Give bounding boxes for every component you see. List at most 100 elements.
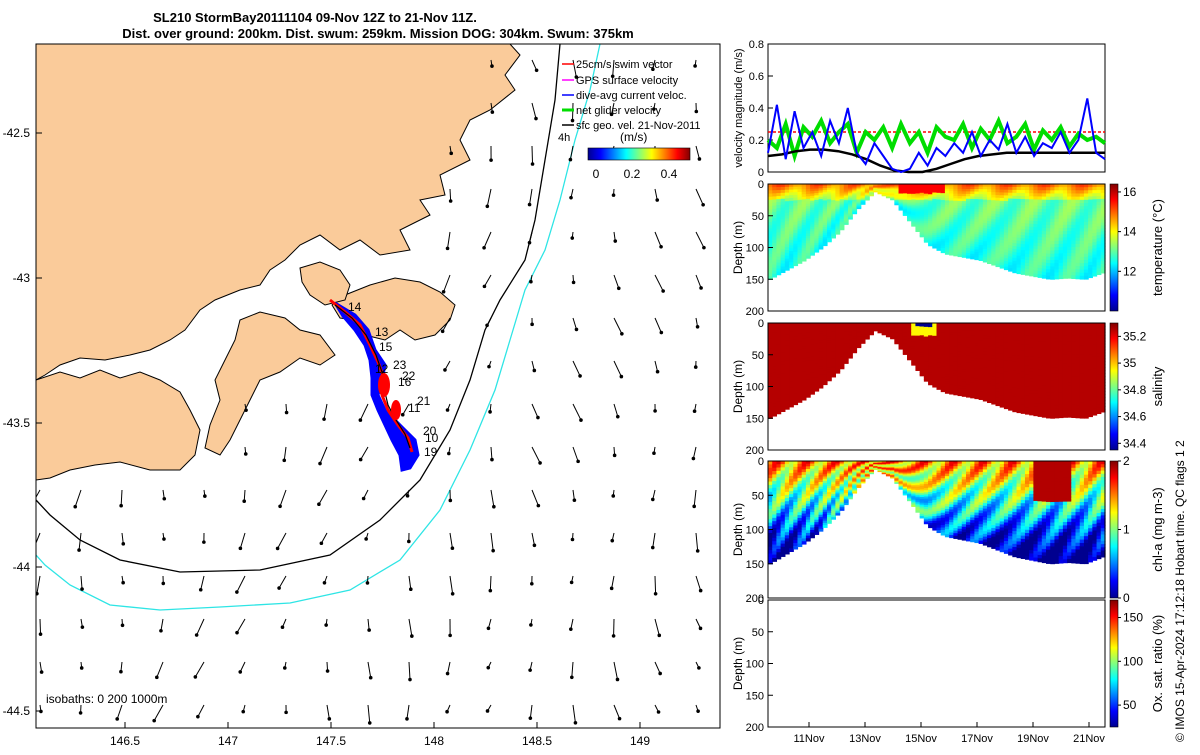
vector-arrow-head xyxy=(405,717,409,721)
section-cell xyxy=(890,199,895,200)
section-cell xyxy=(806,395,811,398)
vector-arrow-head xyxy=(77,548,81,552)
vector-arrow-head xyxy=(196,715,200,719)
vector-arrow-head xyxy=(451,546,455,550)
vector-arrow-head xyxy=(121,624,125,628)
section-cell xyxy=(903,214,908,216)
vector-arrow-head xyxy=(660,331,664,335)
section-cell xyxy=(1012,409,1017,413)
section-cell xyxy=(1042,414,1047,418)
vector-arrow-head xyxy=(278,505,282,509)
section-cell xyxy=(1033,273,1038,277)
vector-arrow-head xyxy=(531,162,535,166)
section-cell xyxy=(844,223,849,225)
section-cell xyxy=(920,235,925,237)
vector-arrow-head xyxy=(401,413,405,417)
section-cell xyxy=(899,348,904,349)
track-day-label: 16 xyxy=(398,375,412,389)
vector-arrow-head xyxy=(368,721,372,725)
vector-arrow-head xyxy=(488,410,492,414)
section-cell xyxy=(1063,275,1068,279)
vector-arrow-head xyxy=(80,587,84,591)
vector-arrow-head xyxy=(538,461,542,465)
colorbar-label: temperature (°C) xyxy=(1150,199,1165,296)
vector-arrow-head xyxy=(612,193,616,197)
section-cell xyxy=(894,204,899,205)
section-cell xyxy=(915,369,920,371)
section-cell xyxy=(962,394,967,397)
section-cell xyxy=(941,250,946,253)
section-cell xyxy=(970,256,975,259)
vector-arrow-head xyxy=(284,711,288,715)
section-cell xyxy=(806,256,811,259)
vector-arrow-head xyxy=(656,370,660,374)
vector-arrow-head xyxy=(487,365,491,369)
vector-arrow-head xyxy=(701,203,705,207)
vector-arrow-head xyxy=(443,368,447,372)
section-cell xyxy=(1067,275,1072,279)
vector-arrow xyxy=(532,146,533,164)
vector-arrow xyxy=(655,576,656,594)
vector-arrow xyxy=(40,619,41,634)
vector-arrow-head xyxy=(446,672,450,676)
vector-arrow-head xyxy=(320,541,324,545)
vector-arrow-head xyxy=(569,196,573,200)
section-cell xyxy=(945,391,950,394)
vector-arrow-head xyxy=(699,627,703,631)
section-cell xyxy=(1076,276,1081,280)
velocity-y-axis-label: velocity magnitude (m/s) xyxy=(733,48,745,167)
section-y-tick-label: 100 xyxy=(746,243,764,255)
colorbar-tick-label: 12 xyxy=(1123,264,1137,278)
vector-arrow-head xyxy=(693,64,697,68)
vector-arrow-head xyxy=(613,239,617,243)
section-cell xyxy=(852,352,857,354)
vector-arrow-head xyxy=(533,543,537,547)
section-cell xyxy=(814,250,819,253)
track-day-label: 11 xyxy=(408,401,421,415)
vector-arrow-head xyxy=(369,676,373,680)
vector-arrow-head xyxy=(283,666,287,670)
isobaths-label: isobaths: 0 200 1000m xyxy=(46,692,167,706)
vector-arrow-head xyxy=(442,290,446,294)
legend-label: GPS surface velocity xyxy=(576,75,679,87)
vector-arrow-head xyxy=(121,542,125,546)
vector-arrow-head xyxy=(162,537,166,541)
glider-position-marker xyxy=(378,373,390,397)
vector-arrow-head xyxy=(244,408,248,412)
section-cell xyxy=(1054,276,1059,280)
section-cell xyxy=(1054,415,1059,419)
section-cell xyxy=(802,258,807,261)
section-cell xyxy=(1008,268,1013,272)
velocity-y-tick-label: 0 xyxy=(758,167,764,179)
section-cell xyxy=(1038,413,1043,417)
section-colorbar xyxy=(1110,184,1118,311)
section-cell xyxy=(1097,271,1102,275)
section-cell xyxy=(869,195,874,196)
section-cell xyxy=(1025,272,1030,276)
section-cell xyxy=(966,395,971,398)
vector-arrow-head xyxy=(653,409,657,413)
section-cell xyxy=(928,383,933,386)
section-cell xyxy=(949,253,954,256)
velocity-y-tick-label: 0.8 xyxy=(749,39,764,51)
vector-arrow-head xyxy=(281,625,285,629)
vector-arrow-head xyxy=(489,158,493,162)
vector-arrow xyxy=(490,576,491,591)
vector-arrow-head xyxy=(575,328,579,332)
section-cell xyxy=(781,408,786,412)
vector-arrow-head xyxy=(616,678,620,682)
section-cell xyxy=(882,195,887,196)
section-cell xyxy=(797,261,802,264)
section-cell xyxy=(1071,275,1076,279)
map-y-tick-label: -44 xyxy=(13,560,31,574)
vector-arrow-head xyxy=(407,540,411,544)
section-cell xyxy=(814,389,819,392)
legend-label: dive-avg current veloc. xyxy=(576,90,687,102)
section-cell xyxy=(886,197,891,198)
vector-arrow-head xyxy=(533,369,537,373)
vector-arrow-head xyxy=(570,581,574,585)
vector-arrow-head xyxy=(32,499,36,503)
section-cell xyxy=(987,400,992,403)
